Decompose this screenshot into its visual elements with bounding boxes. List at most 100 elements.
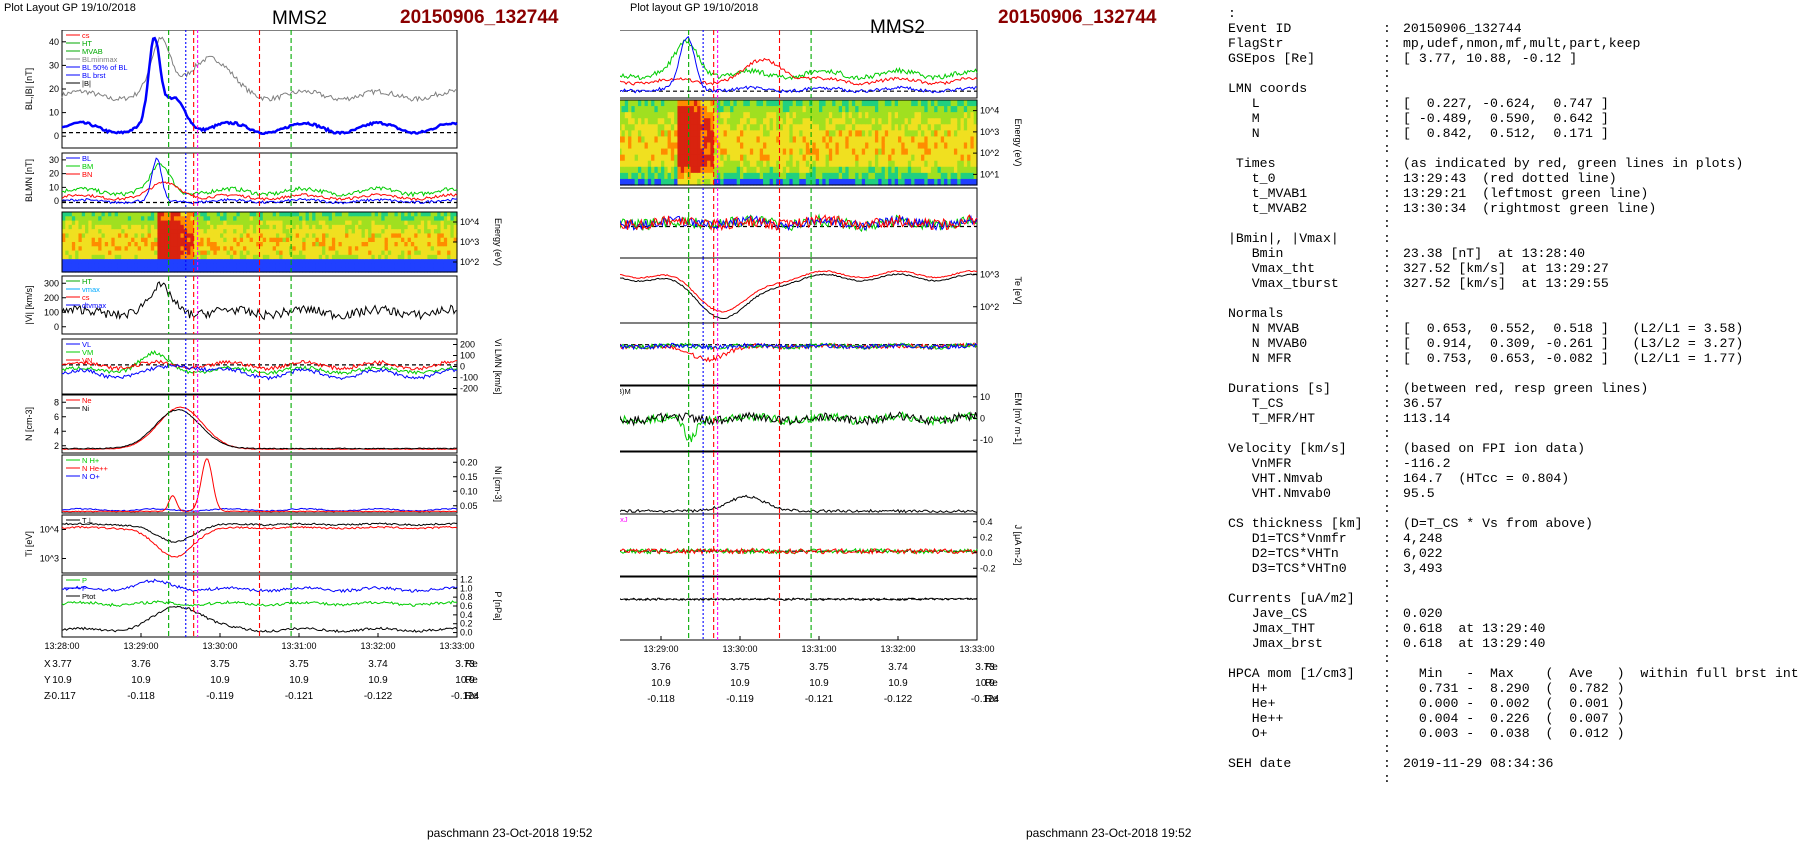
spectrogram-cell (716, 100, 721, 107)
spectrogram-cell (901, 142, 906, 150)
spectrogram-cell (424, 233, 428, 239)
spectrogram-cell (259, 237, 264, 243)
spectrogram-cell (644, 160, 649, 168)
spectrogram-cell (911, 166, 916, 174)
info-row: CS thickness [km]: (D=T_CS * Vs from abov… (1228, 516, 1798, 531)
spectrogram-cell (131, 212, 136, 217)
spectrogram-cell (700, 172, 705, 180)
spectrogram-cell (730, 112, 735, 119)
spectrogram-cell (733, 154, 738, 162)
spectrogram-cell (196, 220, 201, 226)
spectrogram-cell (453, 224, 458, 230)
spectrogram-cell (631, 118, 636, 125)
spectrogram-cell (62, 242, 66, 247)
spectrogram-cell (196, 246, 201, 252)
spectrogram-cell (944, 166, 948, 174)
spectrogram-cell (85, 212, 89, 217)
spectrogram-cell (868, 154, 873, 162)
spectrogram-cell (743, 106, 748, 113)
spectrogram-cell (233, 259, 238, 265)
spectrogram-cell (341, 263, 346, 269)
spectrogram-cell (766, 100, 771, 107)
spectrogram-cell (335, 233, 340, 239)
spectrogram-cell (292, 254, 297, 260)
spectrogram-cell (937, 100, 942, 107)
info-value: 0.731 - 8.290 ( 0.782 ) (1403, 681, 1625, 696)
spectrogram-cell (196, 233, 201, 239)
spectrogram-cell (756, 124, 761, 131)
spectrogram-cell (299, 246, 303, 252)
spectrogram-cell (137, 229, 142, 235)
spectrogram-cell (180, 216, 185, 222)
info-value: 0.618 at 13:29:40 (1403, 621, 1546, 636)
spectrogram-cell (763, 118, 767, 125)
spectrogram-cell (654, 106, 659, 113)
spectrogram-cell (756, 112, 761, 119)
spectrogram-cell (443, 237, 448, 243)
spectrogram-cell (328, 259, 333, 265)
spectrogram-cell (154, 229, 159, 235)
spectrogram-cell (315, 246, 320, 252)
spectrogram-cell (157, 233, 162, 239)
ephem-value: -0.122 (364, 691, 393, 702)
spectrogram-cell (157, 267, 162, 273)
ephem-unit: Re (465, 675, 478, 686)
spectrogram-cell (292, 242, 297, 247)
spectrogram-cell (759, 130, 764, 138)
spectrogram-cell (693, 154, 698, 162)
spectrogram-cell (85, 250, 89, 256)
spectrogram-cell (776, 148, 781, 156)
spectrogram-cell (756, 172, 761, 180)
spectrogram-cell (131, 267, 136, 273)
spectrogram-cell (78, 212, 83, 217)
spectrogram-cell (789, 142, 794, 150)
spectrogram-cell (98, 267, 103, 273)
spectrogram-cell (210, 267, 215, 273)
spectrogram-cell (424, 250, 428, 256)
spectrogram-cell (394, 242, 399, 247)
spectrogram-cell (845, 160, 850, 168)
spectrogram-cell (644, 106, 649, 113)
spectrogram-cell (387, 267, 392, 273)
spectrogram-cell (414, 237, 419, 243)
spectrogram-cell (348, 237, 353, 243)
spectrogram-cell (944, 118, 948, 125)
spectrogram-cell (177, 259, 182, 265)
spectrogram-cell (950, 154, 955, 162)
spectrogram-cell (98, 250, 103, 256)
spectrogram-cell (213, 242, 218, 247)
spectrogram-cell (236, 229, 241, 235)
spectrogram-cell (292, 237, 297, 243)
spectrogram-cell (177, 224, 182, 230)
spectrogram-cell (394, 212, 399, 217)
spectrogram-cell (621, 106, 626, 113)
spectrogram-cell (930, 136, 935, 144)
spectrogram-cell (769, 100, 774, 107)
spectrogram-cell (825, 160, 830, 168)
spectrogram-cell (960, 178, 965, 186)
spectrogram-cell (394, 246, 399, 252)
spectrogram-cell (368, 237, 373, 243)
spectrogram-cell (779, 154, 784, 162)
spectrogram-cell (802, 112, 807, 119)
spectrogram-cell (361, 216, 366, 222)
spectrogram-cell (328, 220, 333, 226)
info-value: mp,udef,nmon,mf,mult,part,keep (1403, 36, 1641, 51)
spectrogram-cell (865, 136, 869, 144)
ytick-label-right: -200 (460, 384, 478, 394)
spectrogram-cell (384, 237, 389, 243)
spectrogram-cell (733, 172, 738, 180)
spectrogram-cell (822, 112, 827, 119)
ytick-label: 30 (49, 60, 59, 70)
spectrogram-cell (157, 212, 162, 217)
series-line (61, 349, 458, 376)
spectrogram-cell (216, 233, 221, 239)
spectrogram-cell (282, 246, 287, 252)
spectrogram-cell (170, 263, 175, 269)
spectrogram-cell (410, 212, 415, 217)
spectrogram-cell (779, 112, 784, 119)
spectrogram-cell (252, 267, 257, 273)
spectrogram-cell (141, 250, 145, 256)
spectrogram-cell (121, 263, 126, 269)
spectrogram-cell (137, 263, 142, 269)
